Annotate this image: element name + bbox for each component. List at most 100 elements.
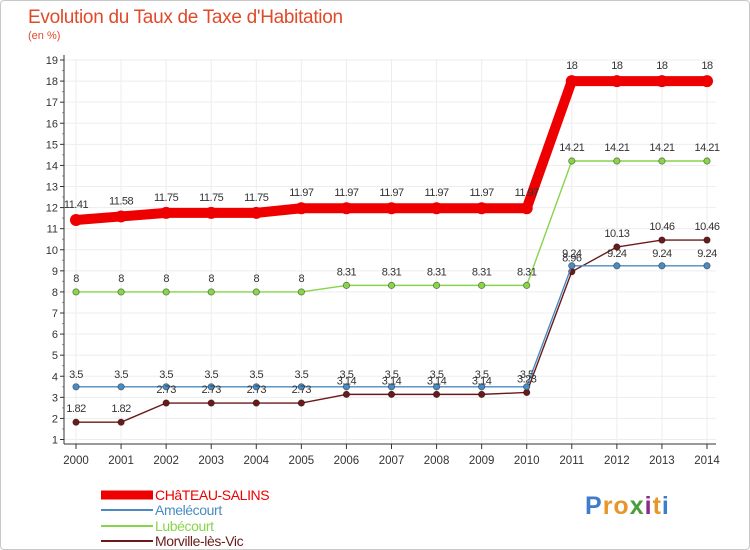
data-point: [385, 202, 398, 215]
y-tick-label: 14: [46, 160, 58, 172]
data-label: 11.75: [154, 192, 179, 204]
data-point: [565, 75, 578, 88]
data-label: 2.73: [202, 384, 222, 396]
data-point: [340, 202, 353, 215]
data-point: [72, 383, 80, 391]
data-label: 3.5: [114, 369, 128, 381]
data-label: 14.21: [649, 142, 674, 154]
legend-item-chateau-salins[interactable]: CHâTEAU-SALINS: [101, 487, 270, 503]
data-point: [432, 390, 441, 398]
data-point: [613, 262, 621, 270]
y-tick-label: 16: [46, 118, 58, 130]
y-tick-label: 18: [46, 76, 58, 88]
data-point: [475, 202, 488, 215]
data-point: [207, 288, 215, 296]
data-point: [252, 288, 260, 296]
data-point: [520, 202, 533, 215]
y-tick-label: 7: [52, 308, 58, 320]
legend-swatch: [101, 540, 153, 543]
data-label: 3.5: [475, 369, 489, 381]
data-label: 8.31: [472, 266, 492, 278]
data-label: 10.13: [604, 228, 629, 240]
data-label: 3.5: [430, 369, 444, 381]
y-tick-label: 10: [46, 245, 58, 257]
data-label: 14.21: [694, 142, 719, 154]
data-label: 8: [299, 273, 305, 285]
chart-subtitle: (en %): [28, 30, 61, 42]
legend: CHâTEAU-SALINS Amelécourt Lubécourt Morv…: [101, 487, 270, 550]
legend-swatch: [101, 509, 153, 512]
data-point: [701, 75, 713, 88]
y-tick-label: 2: [52, 413, 58, 425]
logo-letter: i: [661, 492, 670, 520]
data-point: [70, 214, 82, 227]
data-label: 3.23: [517, 373, 537, 385]
x-tick-label: 2001: [108, 455, 134, 467]
data-label: 11.97: [470, 187, 495, 199]
logo-letter: o: [613, 492, 630, 520]
x-tick-label: 2011: [559, 455, 584, 467]
data-point: [523, 383, 531, 391]
data-label: 3.5: [69, 369, 83, 381]
y-tick-label: 15: [46, 139, 58, 151]
data-point: [613, 243, 621, 251]
data-label: 3.14: [427, 375, 447, 387]
logo-letter: P: [585, 492, 603, 520]
x-tick-label: 2012: [604, 455, 630, 467]
data-point: [117, 288, 125, 296]
y-tick-label: 5: [52, 350, 58, 362]
data-point: [342, 390, 351, 398]
data-label: 8: [253, 273, 259, 285]
logo-letter: i: [644, 492, 653, 520]
data-label: 8.31: [382, 266, 402, 278]
data-label: 14.21: [559, 142, 584, 154]
data-label: 11.97: [334, 187, 359, 199]
data-labels-layer: 11.41 11.58 11.75 11.75 11.75 11.97 11.97 11.97…: [64, 60, 721, 415]
legend-label: Morville-lès-Vic: [155, 533, 244, 550]
data-point: [478, 281, 486, 289]
data-label: 11.97: [289, 187, 314, 199]
data-label: 11.97: [379, 187, 404, 199]
data-point: [250, 206, 263, 219]
x-tick-label: 2010: [514, 455, 540, 467]
data-label: 11.41: [64, 199, 89, 211]
x-tick-label: 2008: [424, 455, 450, 467]
data-point: [703, 236, 711, 244]
legend-label: Lubécourt: [155, 517, 214, 534]
legend-item-morville-les-vic[interactable]: Morville-lès-Vic: [101, 534, 269, 550]
x-tick-label: 2009: [469, 455, 495, 467]
series-layer: [70, 75, 713, 426]
x-tick-label: 2000: [63, 455, 89, 467]
legend-item-lubecourt[interactable]: Lubécourt: [101, 518, 269, 534]
x-tick-label: 2013: [649, 455, 675, 467]
data-point: [703, 157, 711, 165]
data-point: [205, 206, 218, 219]
data-point: [658, 262, 666, 270]
data-point: [523, 281, 531, 289]
data-point: [295, 202, 308, 215]
x-tick-label: 2005: [289, 455, 315, 467]
y-tick-label: 1: [52, 435, 58, 447]
data-point: [478, 390, 486, 398]
data-point: [297, 399, 305, 407]
data-label: 3.5: [204, 369, 218, 381]
data-label: 14.21: [604, 142, 629, 154]
data-point: [72, 288, 80, 296]
legend-label: Amelécourt: [155, 502, 222, 519]
data-label: 8: [118, 273, 124, 285]
data-label: 8: [73, 273, 79, 285]
data-label: 3.5: [294, 369, 308, 381]
data-label: 3.14: [472, 375, 492, 387]
legend-item-amelecourt[interactable]: Amelécourt: [101, 503, 269, 519]
data-label: 11.97: [424, 187, 449, 199]
data-label: 11.75: [199, 192, 224, 204]
data-label: 9.24: [562, 248, 582, 260]
legend-swatch: [101, 524, 153, 527]
data-point: [703, 262, 711, 270]
data-point: [478, 383, 486, 391]
data-label: 18: [566, 60, 578, 72]
data-point: [297, 383, 305, 391]
data-label: 3.5: [520, 369, 534, 381]
